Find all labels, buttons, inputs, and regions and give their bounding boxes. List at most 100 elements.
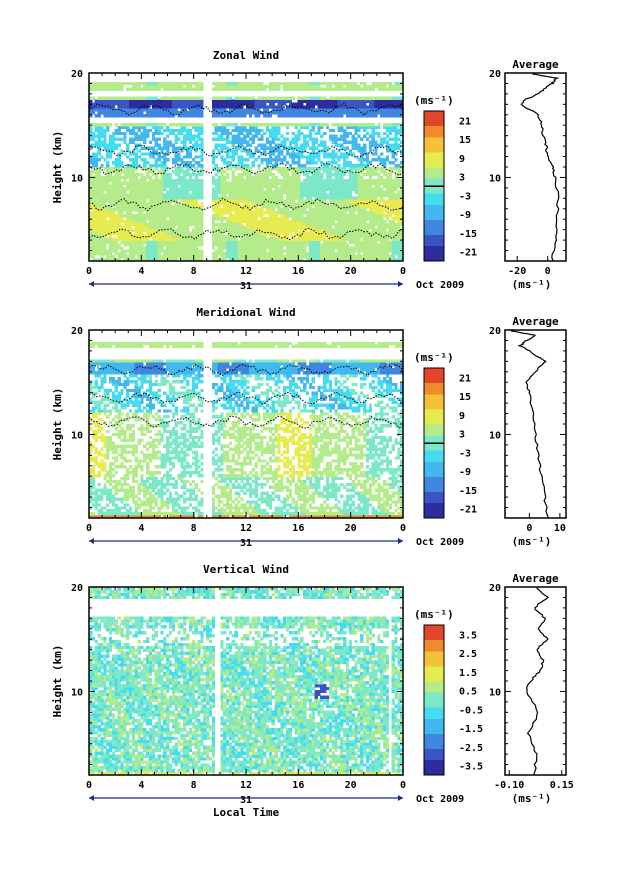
heatmap-cell (163, 96, 167, 100)
heatmap-cell (163, 255, 167, 259)
heatmap-cell (337, 231, 341, 235)
heatmap-cell (134, 184, 138, 188)
heatmap-cell (265, 208, 270, 212)
heatmap-cell (108, 134, 113, 139)
heatmap-cell (374, 255, 378, 259)
heatmap-cell (171, 243, 176, 247)
heatmap-cell (377, 199, 381, 203)
heatmap-cell (89, 252, 93, 256)
heatmap-cell (183, 249, 187, 253)
heatmap-cell (171, 246, 176, 250)
heatmap-cell (174, 211, 178, 215)
heatmap-cell (228, 234, 233, 238)
heatmap-cell (191, 143, 196, 147)
heatmap-cell (380, 199, 384, 203)
heatmap-cell (331, 81, 335, 86)
heatmap-cell (123, 140, 127, 144)
heatmap-cell (308, 99, 313, 103)
heatmap-cell (220, 190, 224, 194)
heatmap-cell (388, 87, 392, 92)
heatmap-cell (240, 208, 244, 212)
heatmap-cell (337, 255, 341, 259)
heatmap-cell (174, 202, 178, 206)
heatmap-cell (265, 258, 270, 262)
heatmap-cell (294, 155, 298, 159)
heatmap-cell (137, 128, 141, 133)
heatmap-cell (246, 231, 250, 235)
heatmap-cell (131, 214, 136, 218)
heatmap-cell (291, 249, 295, 253)
heatmap-cell (231, 152, 235, 156)
heatmap-cell (351, 108, 355, 112)
heatmap-cell (223, 205, 227, 209)
heatmap-cell (174, 102, 178, 106)
heatmap-cell (257, 167, 261, 171)
heatmap-cell (148, 214, 153, 218)
heatmap-cell (240, 125, 244, 130)
heatmap-cell (188, 208, 193, 212)
heatmap-cell (108, 252, 113, 256)
heatmap-cell (160, 125, 164, 130)
heatmap-cell (328, 222, 333, 227)
heatmap-cell (89, 237, 93, 241)
heatmap-cell (134, 131, 138, 136)
heatmap-cell (377, 205, 381, 209)
heatmap-cell (100, 96, 104, 100)
heatmap-cell (294, 187, 298, 191)
heatmap-cell (134, 164, 138, 168)
heatmap-cell (300, 187, 304, 191)
heatmap-cell (180, 240, 184, 244)
heatmap-cell (340, 96, 344, 100)
heatmap-cell (91, 137, 96, 141)
heatmap-cell (114, 114, 118, 118)
heatmap-cell (183, 99, 187, 103)
heatmap-cell (340, 225, 344, 230)
heatmap-cell (151, 222, 156, 227)
heatmap-cell (383, 131, 387, 136)
heatmap-cell (257, 102, 261, 106)
heatmap-cell (300, 237, 304, 241)
heatmap-cell (148, 155, 153, 159)
heatmap-cell (140, 146, 144, 150)
heatmap-cell (380, 255, 384, 259)
heatmap-cell (240, 214, 244, 218)
heatmap-cell (106, 225, 110, 230)
heatmap-cell (154, 164, 158, 168)
heatmap-cell (226, 196, 230, 200)
heatmap-cell (285, 252, 290, 256)
heatmap-cell (388, 243, 392, 247)
heatmap-cell (168, 208, 173, 212)
heatmap-cell (308, 255, 313, 259)
heatmap-cell (220, 122, 224, 127)
heatmap-cell (311, 219, 315, 224)
heatmap-cell (197, 237, 201, 241)
heatmap-cell (343, 140, 347, 144)
heatmap-cell (285, 255, 290, 259)
heatmap-cell (166, 81, 170, 86)
heatmap-cell (157, 225, 161, 230)
heatmap-cell (263, 122, 267, 127)
heatmap-cell (180, 187, 184, 191)
heatmap-cell (391, 222, 395, 227)
heatmap-cell (297, 187, 301, 191)
heatmap-cell (374, 216, 378, 221)
heatmap-cell (180, 222, 184, 227)
heatmap-cell (160, 96, 164, 100)
heatmap-cell (146, 202, 150, 206)
heatmap-cell (157, 243, 161, 247)
heatmap-cell (223, 211, 227, 215)
heatmap-cell (257, 164, 261, 168)
heatmap-cell (168, 219, 173, 224)
heatmap-cell (343, 131, 347, 136)
heatmap-cell (126, 240, 130, 244)
heatmap-cell (240, 240, 244, 244)
heatmap-cell (251, 108, 255, 112)
heatmap-cell (228, 222, 233, 227)
heatmap-cell (305, 102, 310, 106)
heatmap-cell (345, 219, 350, 224)
heatmap-cell (106, 214, 110, 218)
heatmap-cell (97, 243, 101, 247)
heatmap-cell (308, 193, 313, 197)
heatmap-cell (223, 105, 227, 109)
heatmap-cell (146, 131, 150, 136)
